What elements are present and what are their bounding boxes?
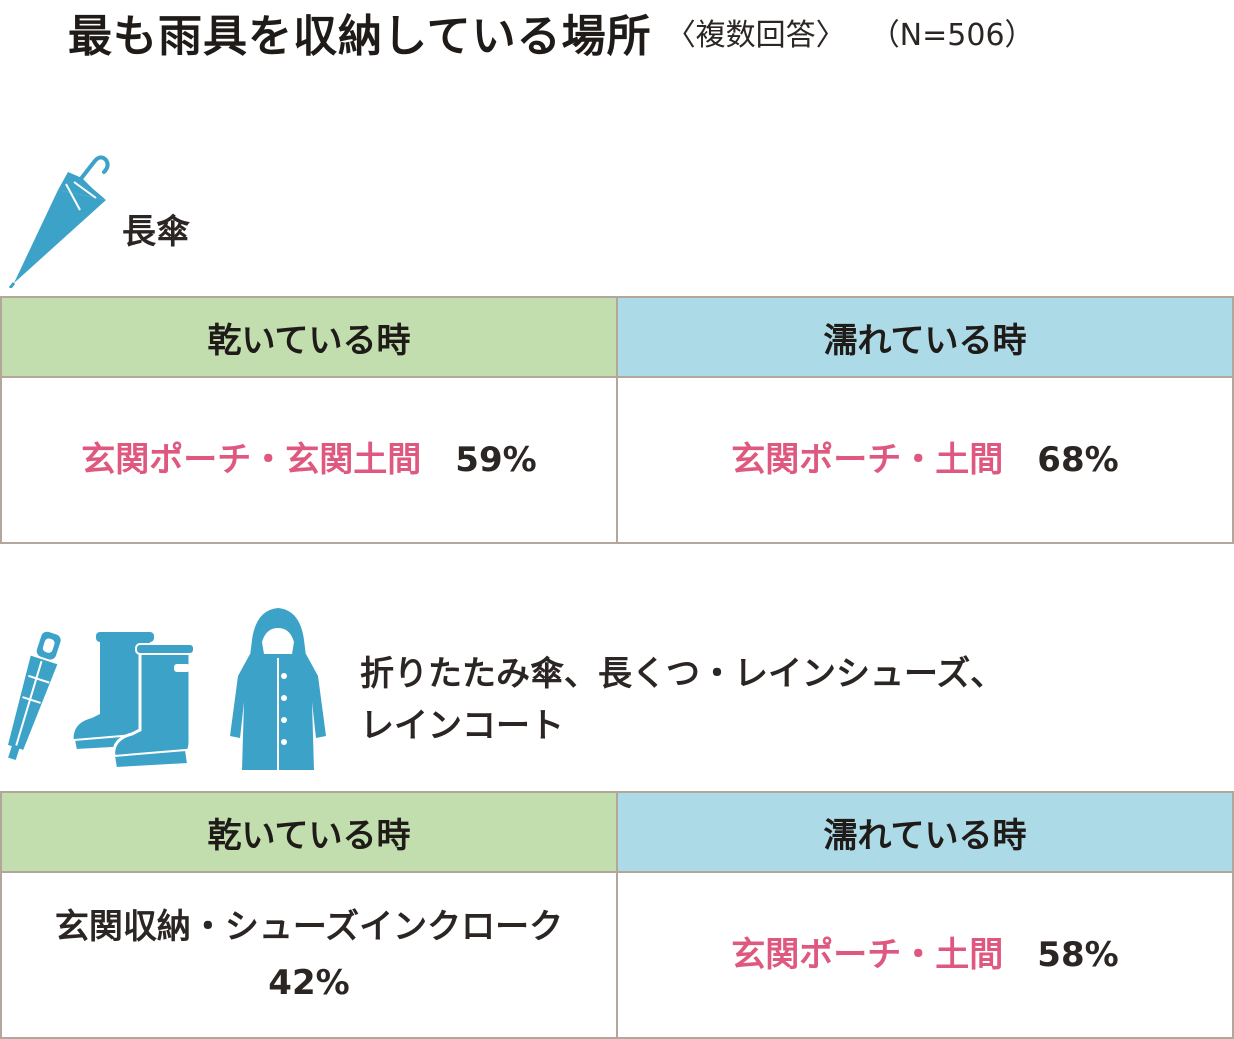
result-wet: 玄関ポーチ・土間 68% xyxy=(616,376,1234,544)
sample-size: （N=506） xyxy=(869,18,1035,53)
title-note: 〈複数回答〉 xyxy=(665,18,846,53)
section-label-line2: レインコート xyxy=(360,706,564,746)
page-title: 最も雨具を収納している場所 xyxy=(68,11,652,62)
table-rain-gear: 乾いている時 濡れている時 玄関収納・シューズインクローク 42% 玄関ポーチ・… xyxy=(0,791,1234,1039)
result-dry: 玄関ポーチ・玄関土間 59% xyxy=(0,376,618,544)
place-text: 玄関収納・シューズインクローク xyxy=(54,907,564,947)
header-wet: 濡れている時 xyxy=(616,296,1234,378)
title-row: 最も雨具を収納している場所 〈複数回答〉 （N=506） xyxy=(68,2,1035,62)
rain-boots-icon xyxy=(72,632,195,770)
place-text: 玄関ポーチ・土間 xyxy=(731,935,1004,975)
folding-umbrella-icon xyxy=(8,631,61,761)
table-long-umbrella: 乾いている時 濡れている時 玄関ポーチ・玄関土間 59% 玄関ポーチ・土間 68% xyxy=(0,296,1234,544)
section-label-long-umbrella: 長傘 xyxy=(122,212,190,252)
section-label-line1: 折りたたみ傘、長くつ・レインシューズ、 xyxy=(360,654,1005,694)
raincoat-icon xyxy=(230,608,326,770)
header-dry: 乾いている時 xyxy=(0,791,618,873)
percent-text: 42% xyxy=(268,963,350,1003)
place-text: 玄関ポーチ・土間 xyxy=(731,440,1004,480)
place-text: 玄関ポーチ・玄関土間 xyxy=(81,440,422,480)
header-wet: 濡れている時 xyxy=(616,791,1234,873)
result-dry: 玄関収納・シューズインクローク 42% xyxy=(0,871,618,1039)
percent-text: 58% xyxy=(1037,935,1119,975)
section-label-rain-gear: 折りたたみ傘、長くつ・レインシューズ、 レインコート xyxy=(360,648,1004,752)
percent-text: 59% xyxy=(455,440,537,480)
percent-text: 68% xyxy=(1037,440,1119,480)
result-wet: 玄関ポーチ・土間 58% xyxy=(616,871,1234,1039)
header-dry: 乾いている時 xyxy=(0,296,618,378)
long-umbrella-icon xyxy=(8,155,110,288)
